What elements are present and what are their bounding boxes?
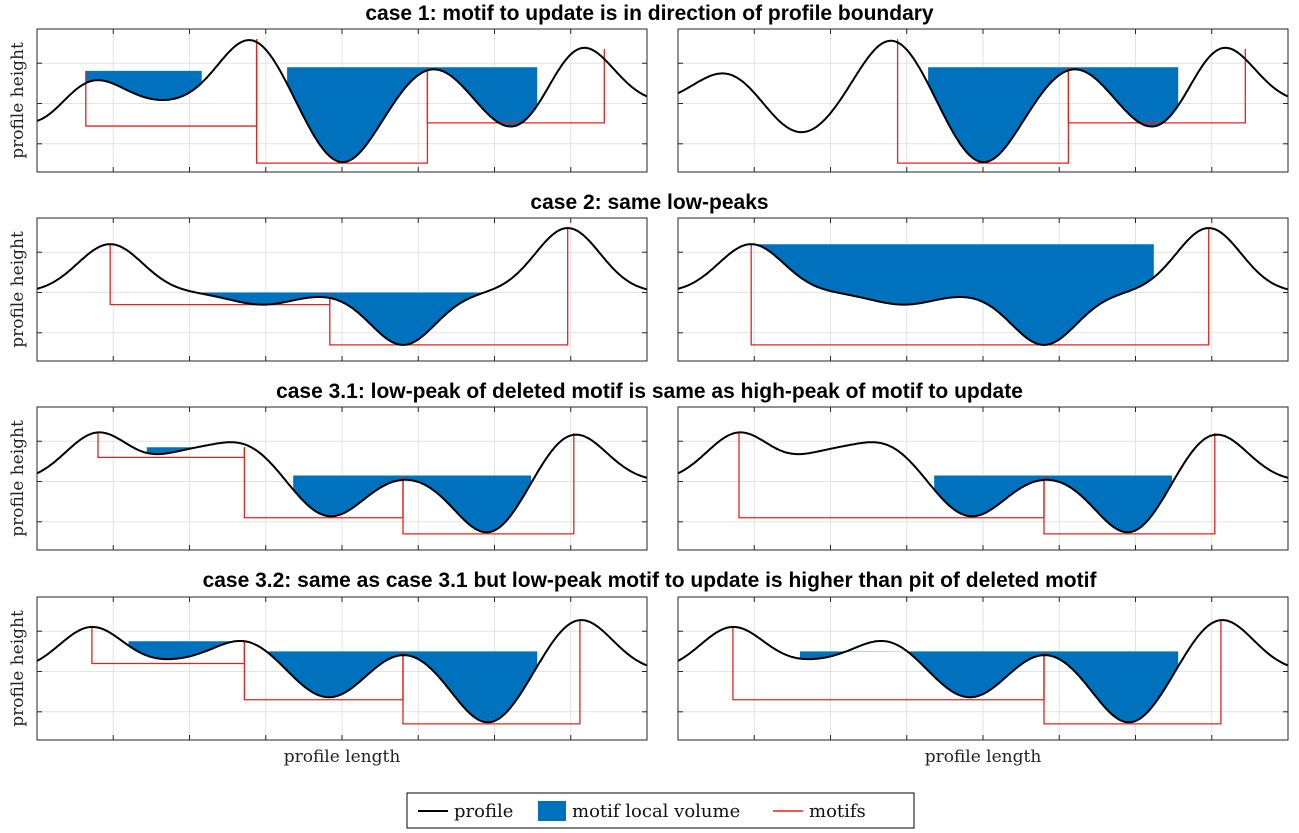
y-axis-label: profile height xyxy=(8,42,28,159)
motif-outline xyxy=(750,228,1210,346)
profile-curve xyxy=(677,619,1289,724)
case-title: case 3.2: same as case 3.1 but low-peak … xyxy=(203,569,1098,592)
profile-curve xyxy=(36,619,648,724)
motif-volume-area xyxy=(751,244,1154,345)
y-axis-label: profile height xyxy=(8,610,28,727)
motif-volume-area xyxy=(128,641,235,660)
x-axis-label: profile length xyxy=(925,747,1042,767)
motif-outline xyxy=(426,49,605,124)
profile-curve xyxy=(36,39,648,164)
plot-panel xyxy=(677,406,1289,551)
plot-panel xyxy=(36,406,648,551)
legend-volume-label: motif local volume xyxy=(572,801,740,822)
motif-volume-area xyxy=(201,292,330,305)
plot-panel xyxy=(677,28,1289,173)
motif-volume-area xyxy=(1044,475,1173,533)
profile-curve xyxy=(677,39,1289,164)
profile-curve xyxy=(677,227,1289,346)
motif-volume-area xyxy=(403,651,538,723)
profile-curve xyxy=(36,227,648,346)
motif-outline xyxy=(329,228,569,346)
motif-outline xyxy=(402,619,581,725)
plot-panel xyxy=(36,217,648,362)
profile-curve xyxy=(677,431,1289,534)
motif-outline xyxy=(1043,433,1216,535)
motif-volume-area xyxy=(329,292,484,345)
motif-volume-area xyxy=(1074,67,1179,127)
motif-volume-area xyxy=(403,475,532,533)
legend-profile-label: profile xyxy=(454,801,513,822)
plot-panel xyxy=(677,217,1289,362)
motif-outline xyxy=(1067,49,1246,124)
motif-volume-area xyxy=(433,67,538,127)
plot-panel xyxy=(677,596,1289,741)
motif-volume-area xyxy=(1044,651,1179,723)
case-title: case 2: same low-peaks xyxy=(530,191,768,214)
profile-curve xyxy=(36,431,648,534)
y-axis-label: profile height xyxy=(8,231,28,348)
motif-volume-area xyxy=(85,70,202,100)
case-title: case 1: motif to update is in direction … xyxy=(365,2,934,25)
motif-volume-area xyxy=(293,475,403,517)
motif-outline xyxy=(97,433,246,459)
y-axis-label: profile height xyxy=(8,420,28,537)
motif-volume-area xyxy=(800,651,1044,698)
motif-volume-area xyxy=(268,651,403,698)
motif-volume-area xyxy=(287,67,434,163)
case-title: case 3.1: low-peak of deleted motif is s… xyxy=(276,380,1023,403)
legend-motifs-label: motifs xyxy=(809,801,866,822)
motif-outline xyxy=(1043,619,1222,725)
x-axis-label: profile length xyxy=(284,747,401,767)
motif-outline xyxy=(402,433,575,535)
motif-volume-area xyxy=(928,67,1075,163)
plot-panel xyxy=(36,28,648,173)
motif-volume-area xyxy=(934,475,1044,517)
legend-volume-swatch xyxy=(538,801,566,821)
legend: profile motif local volume motifs xyxy=(406,792,915,829)
legend-box xyxy=(406,792,915,829)
plot-panel xyxy=(36,596,648,741)
